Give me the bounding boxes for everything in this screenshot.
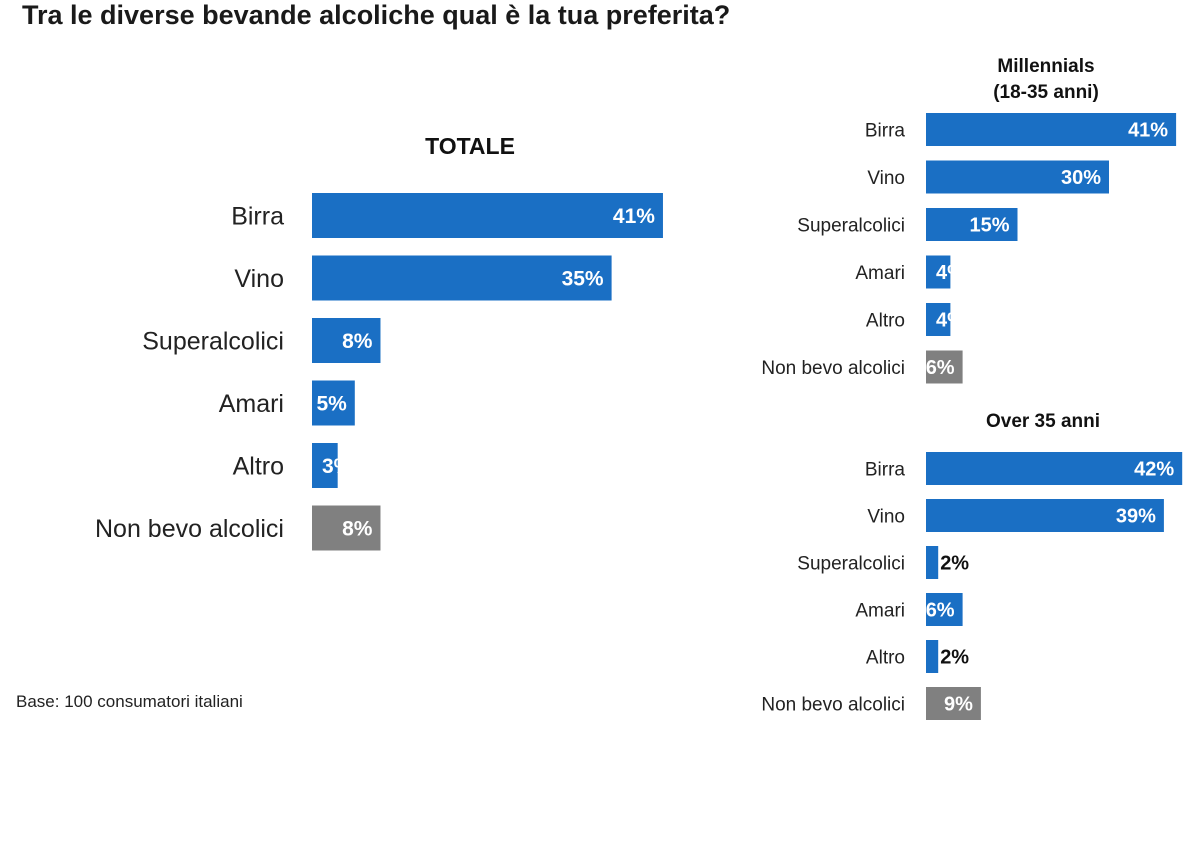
page-title: Tra le diverse bevande alcoliche qual è … bbox=[22, 0, 731, 30]
data-label: 42% bbox=[1134, 459, 1174, 481]
bar bbox=[926, 255, 951, 289]
bar bbox=[926, 593, 963, 626]
bar bbox=[926, 640, 939, 673]
category-label: Altro bbox=[233, 453, 284, 481]
category-label: Vino bbox=[867, 168, 905, 189]
category-label: Birra bbox=[865, 120, 906, 141]
data-label: 35% bbox=[562, 268, 604, 291]
bar bbox=[312, 505, 381, 551]
bar bbox=[926, 687, 981, 720]
category-label: Amari bbox=[219, 390, 284, 418]
category-label: Birra bbox=[865, 459, 906, 480]
data-label: 15% bbox=[969, 215, 1009, 237]
category-label: Altro bbox=[866, 310, 905, 331]
bar bbox=[926, 350, 963, 384]
chart-title: (18-35 anni) bbox=[993, 82, 1099, 103]
category-label: Superalcolici bbox=[142, 328, 284, 356]
category-label: Non bevo alcolici bbox=[761, 358, 905, 379]
bar bbox=[312, 318, 381, 363]
category-label: Non bevo alcolici bbox=[761, 694, 905, 715]
data-label: 4% bbox=[936, 262, 965, 284]
base-footnote: Base: 100 consumatori italiani bbox=[16, 692, 243, 711]
data-label: 41% bbox=[1128, 120, 1168, 142]
category-label: Superalcolici bbox=[797, 553, 905, 574]
data-label: 2% bbox=[940, 553, 969, 575]
data-label: 8% bbox=[342, 518, 373, 541]
category-label: Altro bbox=[866, 647, 905, 668]
data-label: 4% bbox=[936, 310, 965, 332]
bar bbox=[312, 255, 612, 301]
category-label: Vino bbox=[234, 265, 284, 293]
chart-title: Millennials bbox=[997, 56, 1094, 77]
chart-title: Over 35 anni bbox=[986, 411, 1100, 432]
bar bbox=[926, 208, 1018, 241]
bar bbox=[926, 303, 951, 336]
data-label: 9% bbox=[944, 694, 973, 716]
data-label: 2% bbox=[940, 647, 969, 669]
bar bbox=[926, 546, 939, 579]
bar bbox=[926, 160, 1109, 194]
data-label: 6% bbox=[926, 357, 955, 379]
category-label: Birra bbox=[231, 203, 284, 231]
data-label: 5% bbox=[316, 393, 347, 416]
bar bbox=[926, 113, 1177, 146]
bar bbox=[926, 499, 1164, 532]
data-label: 3% bbox=[322, 455, 353, 478]
category-label: Non bevo alcolici bbox=[95, 515, 284, 543]
bar bbox=[312, 193, 663, 238]
bar bbox=[926, 452, 1183, 485]
data-label: 6% bbox=[926, 600, 955, 622]
bar bbox=[312, 380, 355, 426]
data-label: 30% bbox=[1061, 167, 1101, 189]
data-label: 8% bbox=[342, 330, 373, 353]
category-label: Superalcolici bbox=[797, 215, 905, 236]
bar bbox=[312, 443, 338, 488]
data-label: 41% bbox=[613, 205, 655, 228]
category-label: Vino bbox=[867, 506, 905, 527]
category-label: Amari bbox=[855, 600, 905, 621]
category-label: Amari bbox=[855, 263, 905, 284]
chart-title: TOTALE bbox=[425, 133, 515, 159]
data-label: 39% bbox=[1116, 506, 1156, 528]
